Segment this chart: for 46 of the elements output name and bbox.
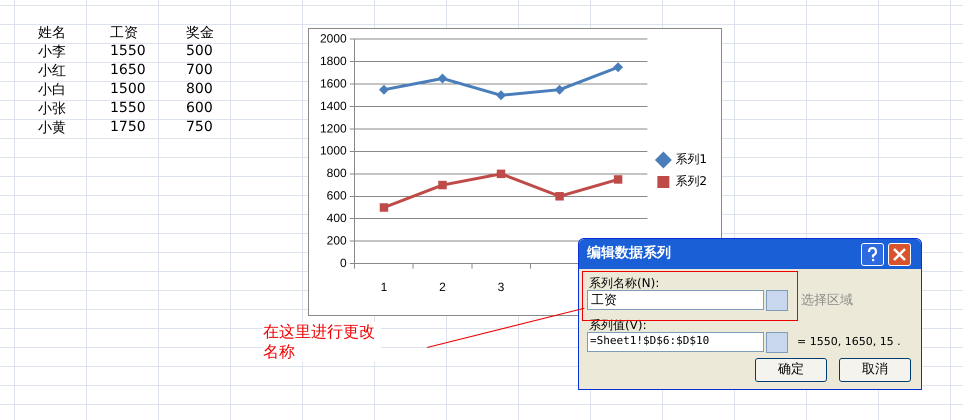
x-tick-label: 3	[498, 280, 505, 294]
text: 800	[186, 81, 213, 97]
y-tick-label: 0	[340, 256, 348, 270]
x-tick-label: 1	[380, 280, 388, 294]
y-tick-label: 1000	[320, 144, 348, 158]
point	[496, 170, 506, 178]
point	[554, 84, 565, 95]
y-tick-label: 2000	[320, 32, 348, 46]
text: 小红	[38, 62, 66, 80]
x-tick-label: 2	[439, 280, 446, 294]
text: 700	[186, 62, 213, 78]
text: 工资	[110, 24, 138, 42]
text: 姓名	[38, 24, 66, 42]
point	[438, 180, 447, 190]
y-tick-label: 1800	[320, 54, 348, 68]
annotation: 编辑数据系列	[587, 244, 671, 262]
y-tick-label: 400	[326, 211, 348, 226]
text: 小白	[38, 81, 66, 99]
text: 500	[186, 43, 213, 59]
text: 1650	[110, 62, 146, 78]
text: 在这里进行更改名称	[263, 322, 381, 362]
point	[614, 175, 622, 184]
point	[378, 84, 389, 95]
text: 1750	[110, 119, 146, 135]
point	[437, 73, 448, 84]
text: 小张	[38, 100, 66, 118]
y-tick-label: 200	[326, 233, 348, 248]
point	[555, 192, 564, 201]
text: 奖金	[186, 24, 214, 42]
y-tick-label: 1400	[320, 98, 348, 113]
text: 750	[186, 119, 213, 135]
text: 1550	[110, 43, 146, 59]
y-tick-label: 1600	[320, 76, 348, 90]
y-tick-label: 600	[326, 188, 348, 203]
point	[613, 62, 624, 72]
legend-label: 系列1	[675, 152, 708, 166]
y-tick-label: 800	[326, 166, 348, 180]
point	[496, 90, 506, 100]
text: 600	[186, 100, 213, 116]
text: 小黄	[38, 119, 66, 137]
text: 1550	[110, 100, 146, 116]
y-tick-label: 1200	[320, 121, 348, 136]
text: 小李	[38, 43, 66, 61]
point	[380, 203, 388, 212]
legend-label: 系列2	[675, 174, 708, 188]
text: 1500	[110, 81, 146, 97]
